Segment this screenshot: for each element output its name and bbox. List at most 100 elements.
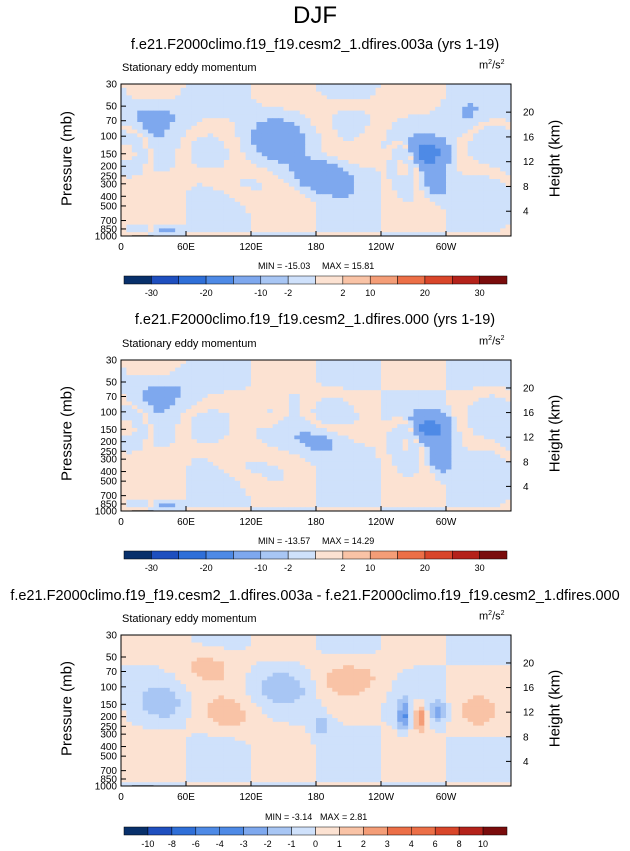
heatmap-cell (234, 431, 241, 436)
heatmap-cell (391, 461, 398, 467)
heatmap-cell (256, 194, 263, 199)
heatmap-cell (424, 95, 431, 100)
heatmap-cell (505, 228, 512, 233)
heatmap-cell (418, 171, 425, 176)
heatmap-cell (348, 367, 355, 372)
heatmap-cell (370, 209, 376, 214)
heatmap-cell (213, 454, 219, 459)
heatmap-cell (229, 87, 236, 92)
heatmap-cell (359, 171, 366, 176)
heatmap-cell (213, 409, 219, 414)
heatmap-cell (489, 458, 496, 463)
heatmap-cell (256, 439, 263, 444)
heatmap-cell (456, 110, 463, 115)
heatmap-cell (131, 220, 138, 225)
heatmap-cell (278, 412, 284, 418)
heatmap-cell (142, 175, 149, 180)
heatmap-cell (321, 393, 328, 399)
heatmap-cell (164, 141, 171, 146)
heatmap-cell (429, 420, 436, 425)
heatmap-cell (196, 367, 203, 372)
heatmap-cell (153, 110, 160, 115)
heatmap-cell (440, 439, 447, 444)
heatmap-cell (408, 220, 414, 225)
heatmap-cell (462, 84, 469, 89)
heatmap-cell (278, 103, 284, 108)
heatmap-cell (381, 458, 387, 463)
heatmap-cell (131, 186, 138, 191)
heatmap-cell (332, 209, 339, 214)
heatmap-cell (283, 205, 290, 210)
heatmap-cell (402, 443, 409, 448)
heatmap-cell (359, 217, 366, 222)
heatmap-cell (234, 141, 241, 146)
heatmap-cell (153, 371, 160, 376)
heatmap-cell (370, 137, 376, 142)
heatmap-cell (505, 458, 512, 463)
heatmap-cell (321, 217, 328, 222)
heatmap-cell (353, 129, 360, 134)
heatmap-cell (364, 137, 371, 142)
heatmap-cell (180, 99, 187, 104)
heatmap-cell (223, 205, 230, 210)
heatmap-cell (353, 91, 360, 96)
heatmap-cell (489, 224, 496, 229)
heatmap-cell (148, 129, 154, 134)
heatmap-cell (158, 118, 165, 123)
heatmap-cell (234, 110, 241, 115)
heatmap-cell (381, 224, 387, 229)
heatmap-cell (332, 439, 339, 444)
heatmap-cell (305, 454, 311, 459)
heatmap-cell (446, 198, 452, 203)
heatmap-cell (467, 137, 474, 142)
heatmap-cell (256, 95, 263, 100)
heatmap-cell (299, 99, 306, 104)
heatmap-cell (397, 110, 404, 115)
heatmap-cell (196, 186, 203, 191)
heatmap-cell (456, 393, 463, 399)
heatmap-cell (148, 148, 154, 153)
heatmap-cell (326, 363, 333, 368)
heatmap-cell (505, 201, 512, 206)
heatmap-cell (413, 397, 420, 402)
heatmap-cell (121, 412, 127, 418)
heatmap-cell (375, 435, 382, 440)
heatmap-cell (186, 431, 192, 436)
heatmap-cell (505, 224, 512, 229)
heatmap-cell (158, 217, 165, 222)
heatmap-cell (288, 110, 295, 115)
heatmap-cell (131, 163, 138, 168)
heatmap-cell (131, 435, 138, 440)
heatmap-cell (175, 446, 181, 451)
heatmap-cell (397, 179, 404, 184)
heatmap-cell (218, 106, 225, 111)
heatmap-cell (413, 110, 420, 115)
heatmap-cell (402, 110, 409, 115)
heatmap-cell (391, 175, 398, 180)
heatmap-cell (196, 401, 203, 406)
heatmap-cell (462, 133, 469, 138)
heatmap-cell (473, 431, 479, 436)
heatmap-cell (332, 144, 339, 149)
heatmap-cell (353, 424, 360, 429)
heatmap-cell (294, 87, 301, 92)
heatmap-cell (375, 371, 382, 376)
heatmap-cell (402, 431, 409, 436)
heatmap-cell (305, 232, 311, 237)
heatmap-cell (223, 167, 230, 172)
heatmap-cell (446, 129, 452, 134)
heatmap-cell (196, 375, 203, 380)
heatmap-cell (283, 209, 290, 214)
heatmap-cell (381, 110, 387, 115)
heatmap-cell (164, 137, 171, 142)
heatmap-cell (440, 198, 447, 203)
heatmap-cell (305, 99, 311, 104)
heatmap-cell (158, 228, 165, 233)
heatmap-cell (332, 382, 339, 387)
heatmap-cell (272, 450, 279, 455)
heatmap-cell (424, 371, 431, 376)
heatmap-cell (251, 133, 257, 138)
heatmap-cell (494, 405, 501, 410)
heatmap-cell (326, 382, 333, 387)
heatmap-cell (251, 129, 257, 134)
